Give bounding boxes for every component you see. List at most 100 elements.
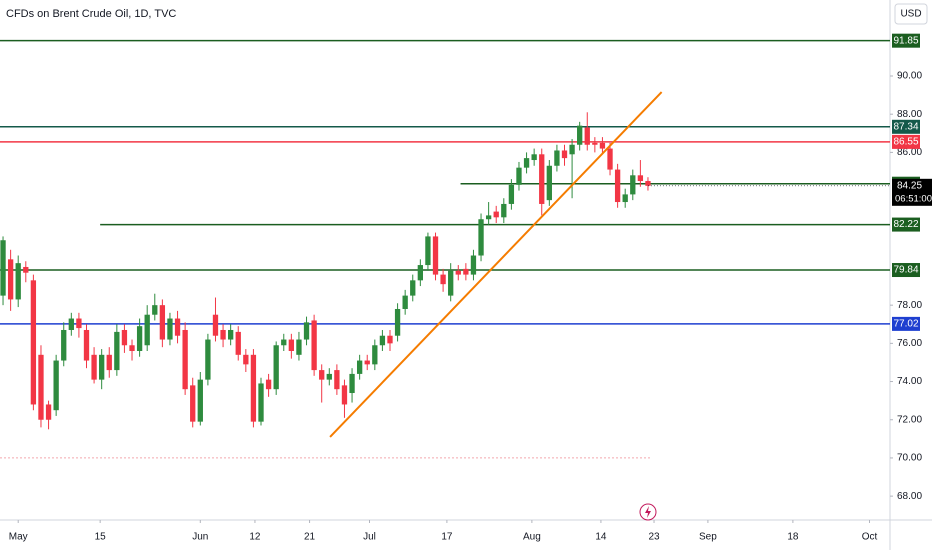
candle-body: [599, 142, 606, 149]
candle-body: [607, 148, 613, 170]
candle-body: [432, 236, 439, 275]
candle-body: [174, 318, 181, 336]
x-tick-label: May: [9, 532, 28, 543]
x-tick-label: 17: [441, 532, 453, 543]
candle-body: [645, 181, 651, 186]
y-tick-label: 76.00: [897, 338, 922, 349]
price-level-box: [892, 263, 920, 278]
candle-body: [0, 240, 6, 296]
price-level-label: 87.34: [893, 121, 918, 132]
candle-body: [68, 318, 74, 330]
candle-body: [220, 329, 226, 340]
candle-body: [114, 331, 120, 371]
candle-body: [637, 175, 644, 182]
candle-body: [250, 354, 257, 422]
candle-body: [349, 373, 355, 394]
candle-body: [394, 308, 401, 336]
candle-body: [614, 169, 621, 203]
x-tick-label: Oct: [862, 532, 878, 543]
candle-body: [197, 379, 203, 422]
x-tick-label: 23: [648, 532, 660, 543]
candle-body: [463, 268, 469, 275]
price-level-box: [892, 217, 920, 232]
x-tick-label: 14: [595, 532, 607, 543]
price-level-label: 86.55: [893, 137, 918, 148]
currency[interactable]: USD: [900, 9, 921, 20]
candle-body: [455, 270, 461, 275]
candle-body: [144, 314, 150, 346]
candle-body: [569, 144, 575, 155]
y-tick-label: 70.00: [897, 453, 922, 464]
candle-body: [53, 360, 59, 411]
candle-body: [523, 158, 530, 168]
candle-body: [190, 385, 196, 422]
candle-body: [91, 354, 97, 380]
candle-body: [99, 354, 105, 380]
countdown: 06:51:00: [895, 193, 932, 204]
candle-body: [45, 404, 52, 420]
candle-body: [288, 339, 295, 351]
x-tick-label: 12: [249, 532, 261, 543]
candle-body: [379, 335, 386, 346]
candle-body: [485, 215, 492, 220]
candle-body: [228, 329, 234, 340]
candle-body: [470, 255, 477, 275]
price-level-box: [892, 316, 920, 331]
candle-body: [531, 154, 537, 161]
candle-body: [83, 329, 90, 361]
candle-body: [136, 326, 143, 351]
x-tick-label: Jul: [363, 532, 376, 543]
candle-body: [243, 354, 249, 365]
alert-icon[interactable]: [639, 503, 657, 521]
candle-body: [410, 280, 416, 296]
candle-body: [273, 345, 279, 390]
candle-body: [584, 127, 590, 145]
trend-line: [329, 91, 663, 438]
candle-body: [61, 329, 67, 361]
candle-body: [319, 370, 325, 380]
candle-body: [15, 263, 21, 300]
candle-body: [364, 360, 370, 365]
x-tick-label: 15: [95, 532, 107, 543]
price-level-label: 82.22: [893, 219, 918, 230]
candle-body: [205, 339, 211, 380]
candle-body: [265, 379, 272, 390]
candle-body: [577, 125, 583, 145]
candle-body: [402, 295, 408, 309]
x-tick-label: Aug: [523, 532, 541, 543]
price-level-label: 79.84: [893, 265, 918, 276]
candle-body: [182, 329, 188, 390]
candle-body: [106, 354, 112, 371]
candle-body: [478, 219, 484, 256]
y-tick-label: 72.00: [897, 414, 922, 425]
y-tick-label: 74.00: [897, 376, 922, 387]
candle-body: [38, 354, 44, 420]
candle-body: [121, 329, 128, 346]
candle-body: [425, 236, 431, 266]
chart-title: CFDs on Brent Crude Oil, 1D, TVC: [6, 8, 176, 20]
candle-body: [554, 150, 560, 166]
candle-body: [303, 322, 310, 340]
candle-body: [630, 175, 636, 195]
y-tick-label: 86.00: [897, 147, 922, 158]
candle-body: [7, 259, 14, 300]
price-level-label: 77.02: [893, 319, 918, 330]
candle-body: [296, 339, 302, 355]
alert-bolt[interactable]: [645, 506, 651, 518]
candle-body: [159, 305, 166, 340]
candle-body: [501, 203, 507, 218]
last-price-box: [892, 178, 932, 206]
candle-body: [341, 385, 348, 405]
candle-body: [167, 318, 173, 340]
candle-body: [508, 184, 515, 204]
price-level-label: 91.85: [893, 35, 918, 46]
candle-body: [152, 305, 158, 315]
y-tick-label: 68.00: [897, 491, 922, 502]
price-level-box: [892, 119, 920, 134]
candle-body: [539, 154, 545, 204]
x-tick-label: 21: [304, 532, 316, 543]
candle-body: [440, 274, 446, 285]
currency-box[interactable]: [894, 3, 928, 25]
candle-body: [561, 150, 568, 159]
candle-body: [372, 345, 378, 365]
